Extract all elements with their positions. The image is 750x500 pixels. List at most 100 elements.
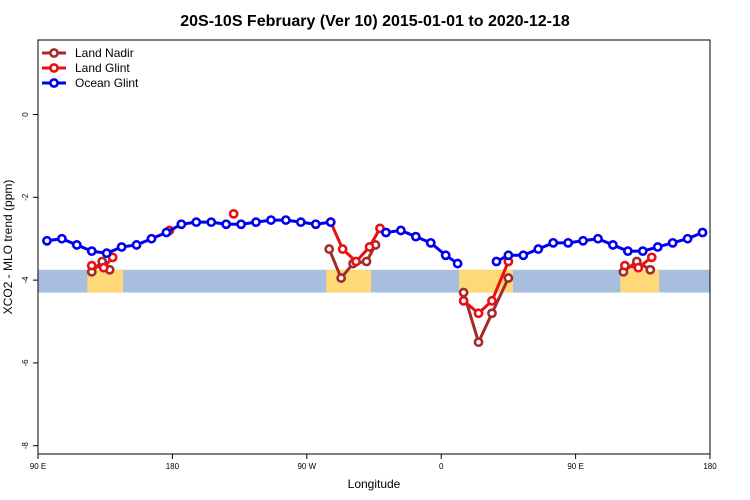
data-point xyxy=(458,287,469,298)
data-point xyxy=(42,235,52,246)
legend-item: Land Glint xyxy=(42,61,130,75)
data-point xyxy=(578,235,588,246)
data-point xyxy=(86,260,97,271)
data-point xyxy=(487,308,497,319)
data-point xyxy=(206,217,217,228)
data-point xyxy=(491,256,502,267)
ocean-land-band xyxy=(38,269,710,293)
land-segment-0 xyxy=(87,269,124,293)
plot-frame xyxy=(37,39,711,455)
series-line xyxy=(462,277,510,344)
data-point xyxy=(325,217,336,228)
legend-label: Land Nadir xyxy=(75,46,134,60)
land-segment-1 xyxy=(326,269,372,293)
data-point xyxy=(191,217,202,228)
data-point xyxy=(228,208,239,219)
data-point xyxy=(86,246,97,257)
data-point xyxy=(473,337,484,348)
legend-swatch-marker xyxy=(49,78,59,88)
data-point xyxy=(56,233,67,244)
legend-swatch-marker xyxy=(49,63,59,73)
data-point xyxy=(131,240,142,250)
legend-item: Land Nadir xyxy=(42,46,134,60)
data-point xyxy=(266,215,276,225)
land-segment-3 xyxy=(620,269,660,293)
data-point xyxy=(381,227,391,238)
data-point xyxy=(361,256,372,267)
series-line xyxy=(329,221,382,263)
chart-title: 20S-10S February (Ver 10) 2015-01-01 to … xyxy=(180,13,570,30)
data-point xyxy=(518,250,529,261)
data-point xyxy=(101,248,112,259)
series-layer xyxy=(42,208,708,348)
data-point xyxy=(161,227,172,238)
data-point xyxy=(473,308,484,319)
legend-label: Land Glint xyxy=(75,61,130,75)
data-point xyxy=(280,215,291,225)
data-point xyxy=(608,240,618,250)
legend-swatch-marker xyxy=(49,48,59,58)
y-tick-label: -8 xyxy=(21,442,30,450)
data-point xyxy=(364,242,375,252)
data-point xyxy=(452,258,463,269)
data-point xyxy=(503,273,514,283)
data-point xyxy=(221,219,232,230)
data-point xyxy=(593,233,603,244)
y-axis-label: XCO2 - MLO trend (ppm) xyxy=(1,180,15,315)
data-point xyxy=(146,233,157,244)
y-tick-label: -4 xyxy=(21,276,30,284)
x-tick-label: 90 W xyxy=(297,462,316,471)
data-point xyxy=(295,217,306,228)
data-point xyxy=(425,237,436,248)
data-point xyxy=(395,225,406,236)
data-point xyxy=(324,244,335,254)
y-tick-label: -6 xyxy=(21,359,30,367)
data-point xyxy=(646,252,657,263)
legend-item: Ocean Glint xyxy=(42,76,139,90)
x-tick-label: 180 xyxy=(703,462,717,471)
land-segment-2 xyxy=(459,269,513,293)
series-land-nadir xyxy=(86,240,656,348)
x-tick-label: 90 E xyxy=(30,462,46,471)
data-point xyxy=(116,242,127,252)
data-point xyxy=(645,264,656,275)
data-point xyxy=(337,244,348,254)
y-tick-label: 0 xyxy=(21,112,30,117)
data-point xyxy=(310,219,321,230)
data-point xyxy=(619,260,630,271)
data-point xyxy=(98,262,109,273)
data-point xyxy=(410,231,421,242)
series-line xyxy=(462,260,510,315)
data-point xyxy=(440,250,451,261)
data-point xyxy=(682,233,693,244)
data-point xyxy=(458,295,469,306)
series-ocean-glint xyxy=(42,215,708,269)
data-point xyxy=(336,273,347,283)
data-point xyxy=(652,242,663,252)
x-tick-label: 180 xyxy=(166,462,180,471)
data-point xyxy=(548,237,559,248)
data-point xyxy=(637,246,648,257)
data-point xyxy=(503,250,514,261)
series-land-glint xyxy=(86,208,657,319)
x-tick-label: 0 xyxy=(439,462,444,471)
data-point xyxy=(622,246,633,257)
data-point xyxy=(487,295,497,306)
data-point xyxy=(176,219,187,230)
data-point xyxy=(697,227,708,238)
y-axis: 0 -2 -4 -6 -8 xyxy=(21,112,38,450)
y-tick-label: -2 xyxy=(21,193,30,201)
x-axis-label: Longitude xyxy=(348,477,401,491)
data-point xyxy=(533,244,544,254)
data-point xyxy=(563,237,574,248)
data-point xyxy=(667,237,678,248)
data-point xyxy=(633,262,644,273)
x-axis: 90 E 180 90 W 0 90 E 180 xyxy=(30,454,717,471)
data-point xyxy=(251,217,261,228)
data-point xyxy=(236,219,246,230)
data-point xyxy=(351,256,361,267)
ocean-band xyxy=(38,269,710,293)
x-tick-label: 90 E xyxy=(567,462,583,471)
